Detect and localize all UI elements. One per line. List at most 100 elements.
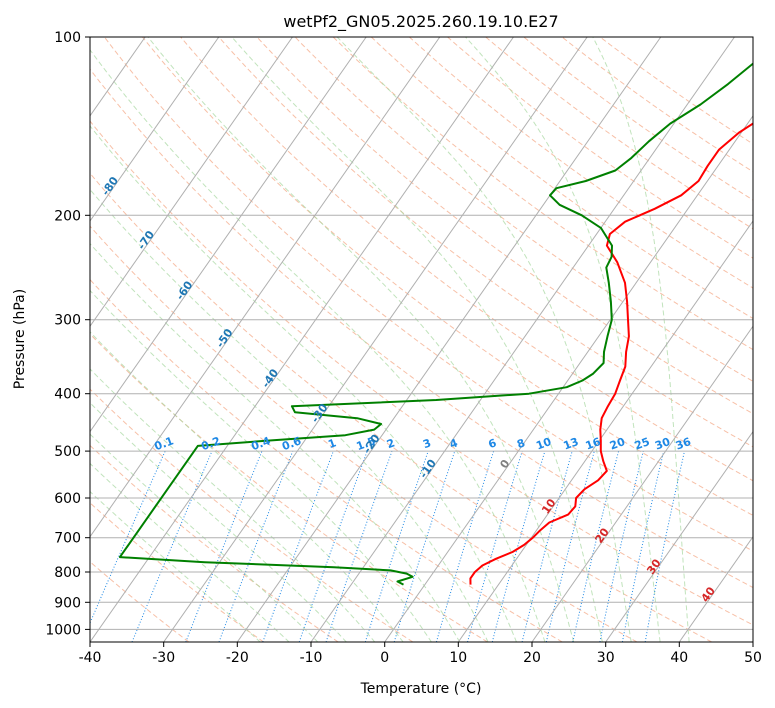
mixing-ratio-line: [599, 450, 644, 642]
mixing-ratio-line: [393, 450, 456, 642]
mixing-ratio-line: [218, 450, 294, 642]
isotherm-line: [90, 37, 514, 642]
moist-adiabat-line: [90, 48, 546, 642]
mixing-ratio-label: 0.4: [249, 434, 272, 453]
x-tick-label: -30: [152, 650, 175, 666]
dry-adiabat-line: [90, 120, 753, 626]
mixing-ratio-line: [491, 450, 546, 642]
dry-adiabat-line: [370, 37, 753, 320]
x-tick-label: 30: [597, 650, 615, 666]
y-tick-label: 100: [54, 30, 81, 46]
moist-adiabat-line: [90, 368, 376, 642]
mixing-ratio-label: 4: [448, 436, 460, 451]
moist-adiabat-line: [90, 462, 290, 642]
dry-adiabat-line: [90, 225, 638, 642]
mixing-ratio-line: [185, 450, 263, 642]
mixing-ratio-line: [364, 450, 429, 642]
mixing-ratio-line: [298, 450, 368, 642]
isotherm-line: [90, 37, 367, 433]
dry-adiabat-line: [561, 37, 753, 173]
moist-adiabat-line: [90, 433, 319, 642]
background-lines: [90, 37, 753, 642]
isotherm-label: -20: [361, 432, 383, 456]
mixing-ratio-line: [621, 450, 665, 642]
moist-adiabat-line: [90, 188, 489, 642]
y-tick-label: 400: [54, 387, 81, 403]
dry-adiabat-line: [409, 37, 753, 289]
mixing-ratio-line: [435, 450, 495, 642]
y-tick-label: 200: [54, 208, 81, 224]
moist-adiabat-line: [592, 37, 690, 642]
dry-adiabat-line: [332, 37, 753, 351]
series-lines: [118, 62, 753, 586]
y-tick-label: 300: [54, 313, 81, 329]
dewpoint-profile-line: [118, 62, 753, 586]
isotherm-label: -70: [135, 228, 157, 252]
isotherm-line: [90, 37, 293, 328]
dry-adiabat-line: [90, 444, 339, 642]
isotherm-label: 40: [699, 584, 719, 604]
dry-adiabat-line: [90, 502, 264, 642]
x-axis-ticks: -40 -30 -20 -10 0 10 20 30 40 50: [79, 642, 762, 666]
mixing-ratio-line: [572, 450, 620, 642]
dry-adiabat-line: [485, 37, 753, 230]
mixing-ratio-label: 1: [326, 436, 338, 451]
x-tick-label: -40: [79, 650, 102, 666]
mixing-ratio-label: 3: [421, 436, 433, 451]
mixing-ratio-line: [131, 450, 213, 642]
dry-adiabat-line: [142, 37, 753, 516]
isotherm-label: -50: [214, 326, 236, 350]
mixing-ratio-label: 6: [487, 436, 499, 451]
mixing-ratio-line: [325, 450, 393, 642]
isotherm-line: [163, 37, 588, 642]
chart-title: wetPf2_GN05.2025.260.19.10.E27: [283, 12, 558, 32]
isotherm-line: [605, 430, 753, 642]
dry-adiabat-line: [90, 68, 753, 589]
isotherm-line: [90, 37, 441, 538]
dry-adiabat-line: [90, 388, 414, 642]
dry-adiabat-line: [294, 37, 753, 382]
y-tick-label: 500: [54, 444, 81, 460]
isotherm-line: [678, 535, 753, 642]
grid-lines: [0, 37, 753, 642]
mixing-ratio-label: 0.1: [153, 434, 176, 453]
mixing-ratio-label: 8: [515, 436, 527, 451]
mixing-ratio-line: [644, 450, 685, 642]
x-tick-label: 50: [744, 650, 762, 666]
x-tick-label: 10: [449, 650, 467, 666]
x-tick-label: 0: [380, 650, 389, 666]
x-axis-label: Temperature (°C): [360, 681, 482, 697]
mixing-ratio-label: 13: [562, 435, 581, 452]
mixing-ratio-label: 0.2: [199, 434, 222, 453]
isotherm-line: [236, 37, 662, 642]
mixing-ratio-label: 25: [633, 435, 652, 452]
x-tick-label: 20: [523, 650, 541, 666]
dry-adiabat-line: [90, 278, 563, 642]
y-axis-ticks: 100 200 300 400 500 600 700 800 900 1000: [45, 30, 90, 638]
moist-adiabat-line: [231, 37, 603, 642]
moist-adiabat-line: [465, 37, 661, 642]
mixing-ratio-label: 0.6: [280, 434, 303, 453]
moist-adiabat-line: [90, 402, 347, 642]
dry-adiabat-line: [90, 172, 712, 642]
moist-adiabat-line: [90, 125, 518, 642]
y-tick-label: 800: [54, 565, 81, 581]
moist-adiabat-line: [336, 37, 632, 642]
x-tick-label: -20: [226, 650, 249, 666]
plot-frame: [89, 36, 754, 643]
moist-adiabat-line: [90, 242, 461, 642]
dry-adiabat-line: [218, 37, 753, 448]
y-tick-label: 700: [54, 531, 81, 547]
dry-adiabat-line: [599, 37, 753, 145]
mixing-ratio-label: 36: [674, 435, 693, 453]
x-tick-label: -10: [300, 650, 323, 666]
dry-adiabat-line: [447, 37, 753, 259]
moist-adiabat-line: [147, 37, 575, 642]
mixing-ratio-label: 2: [385, 436, 397, 451]
dry-adiabat-line: [104, 37, 753, 552]
isotherm-line: [310, 37, 735, 642]
dry-adiabat-line: [90, 333, 488, 642]
isotherm-line: [0, 37, 72, 642]
isotherm-line: [531, 325, 753, 642]
